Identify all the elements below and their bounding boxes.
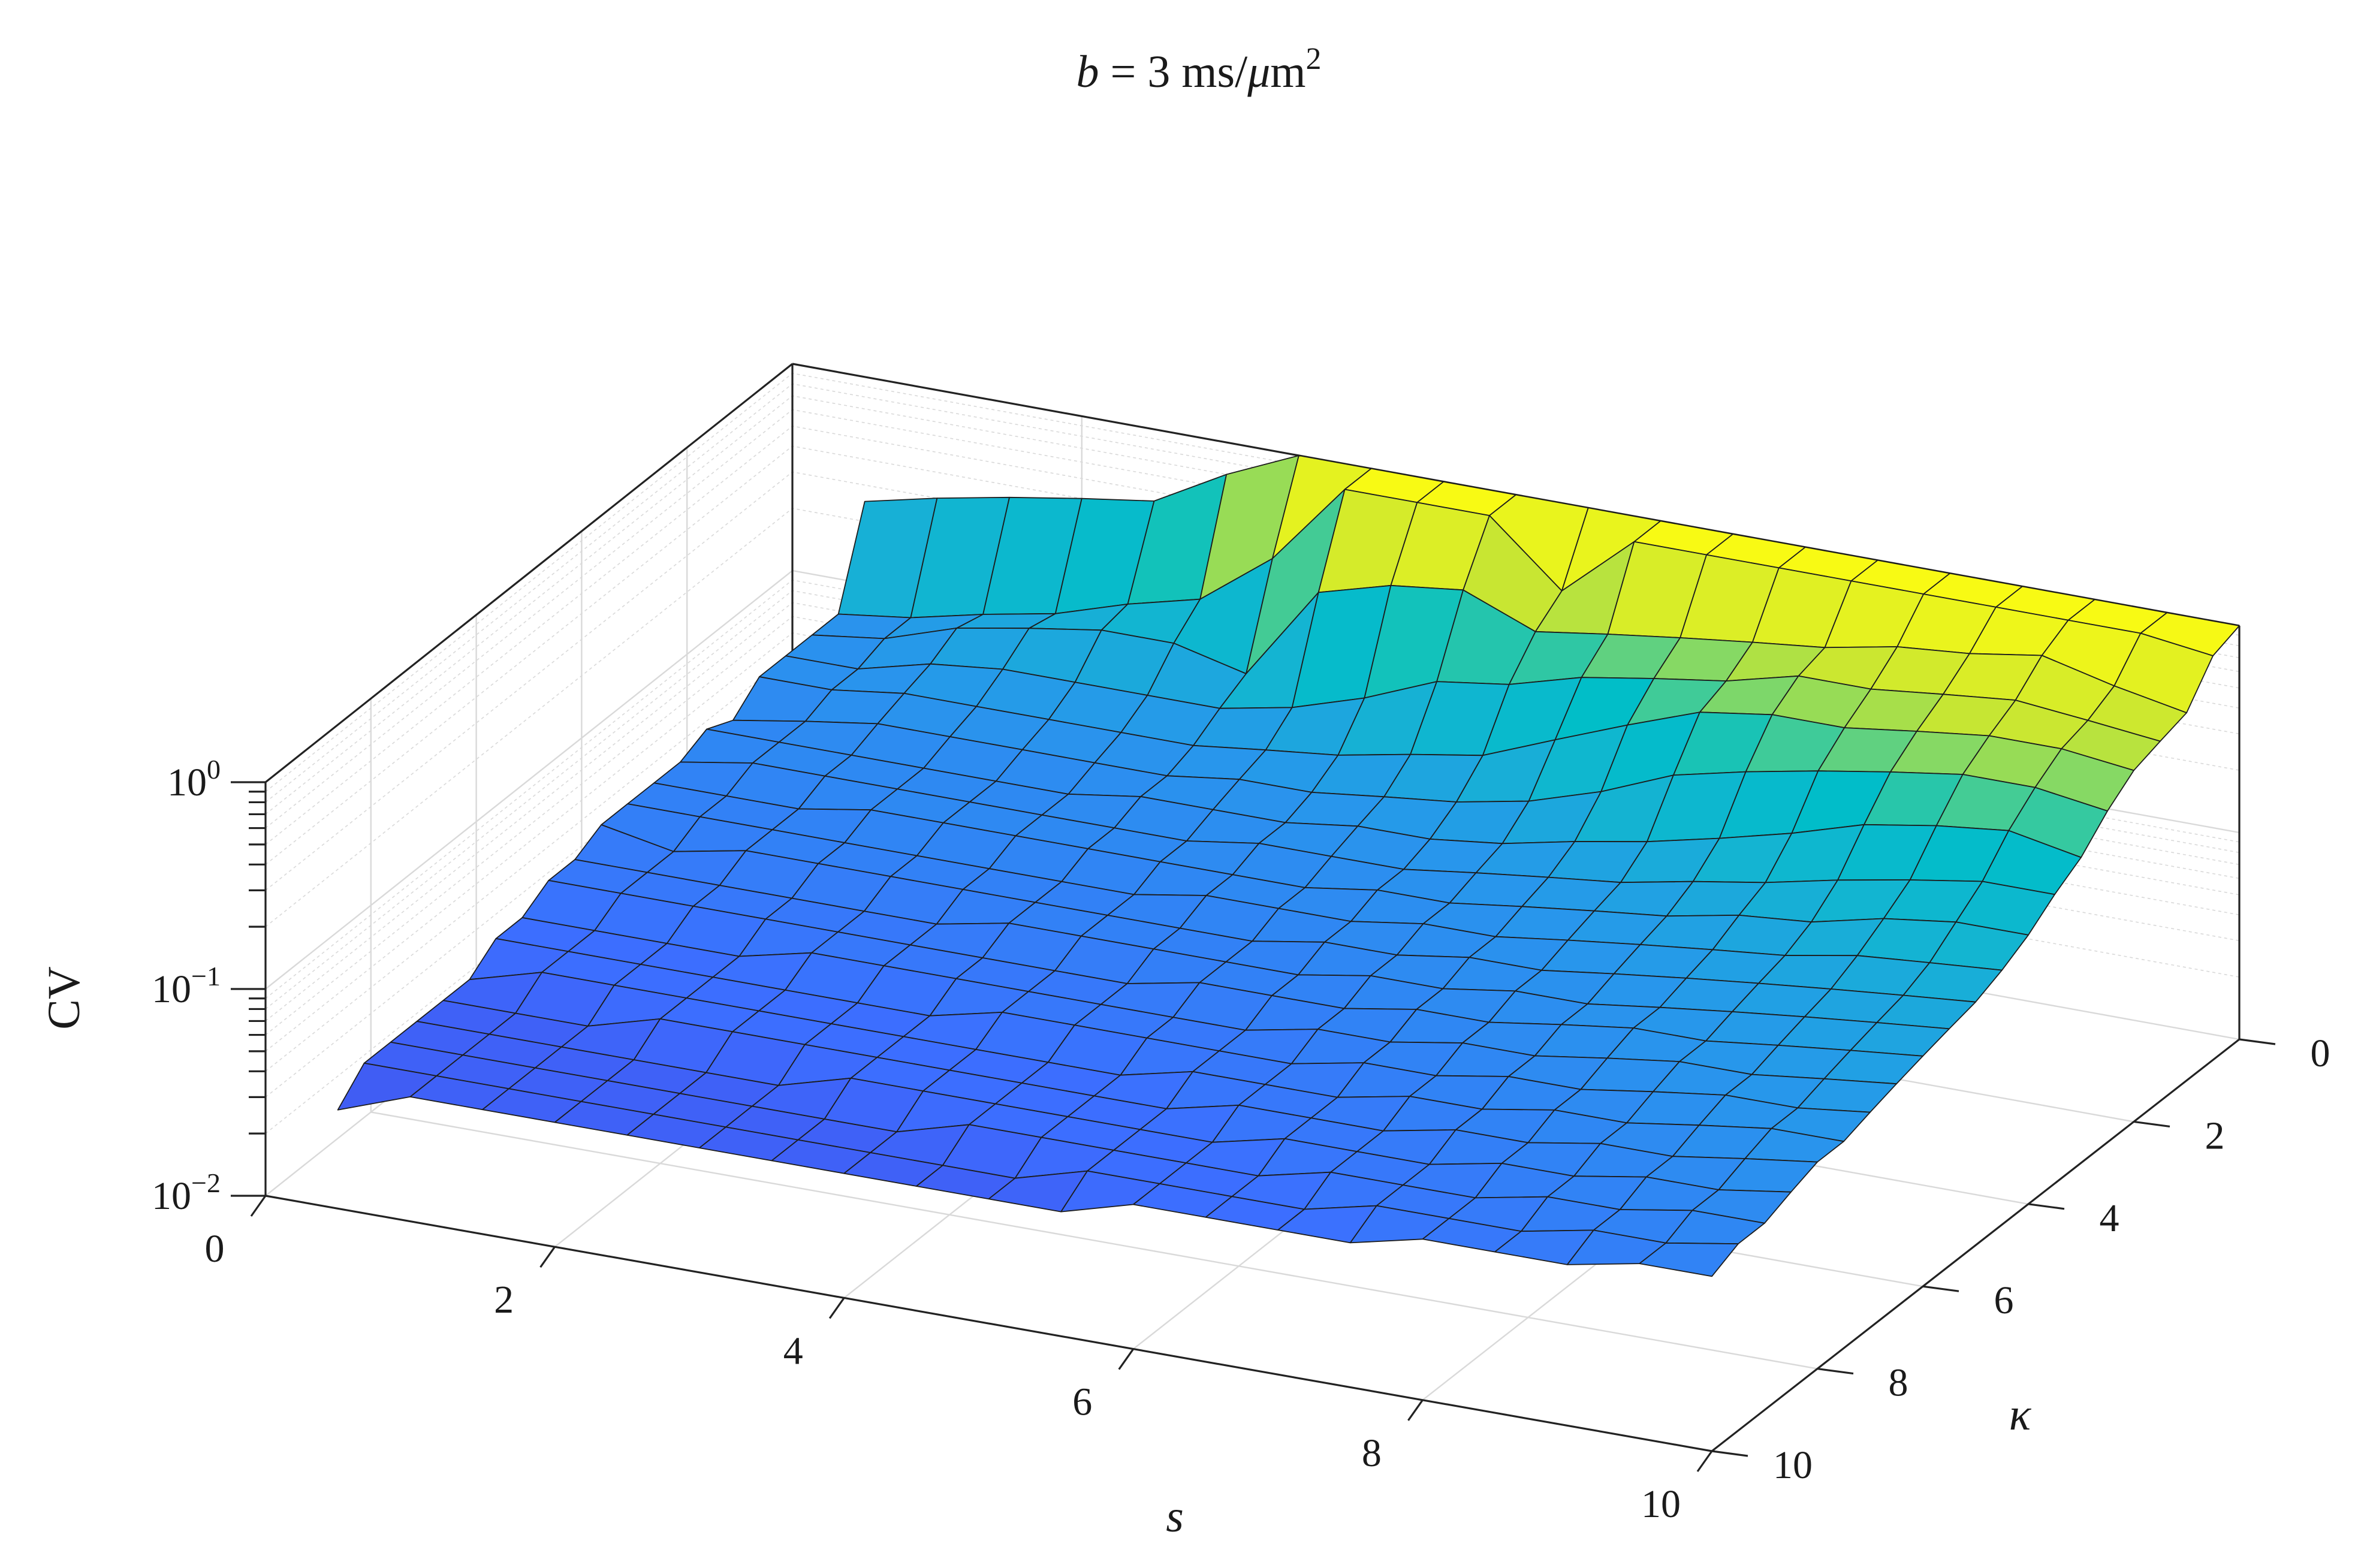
s-tick-label: 10 — [1641, 1482, 1681, 1526]
s-axis-line — [265, 1195, 1712, 1452]
kappa-tick-label: 0 — [2311, 1032, 2330, 1075]
s-tick — [828, 1297, 845, 1319]
y-axis-label: κ — [2009, 1389, 2032, 1440]
x-axis-label: s — [1166, 1491, 1184, 1542]
kappa-tick — [2239, 1038, 2276, 1045]
kappa-tick — [1711, 1450, 1748, 1457]
chart-title: b = 3 ms/μm2 — [1077, 42, 1322, 97]
kappa-axis-line — [1711, 1038, 2240, 1452]
s-tick — [250, 1195, 267, 1217]
kappa-tick-label: 6 — [1994, 1278, 2014, 1322]
s-tick — [1118, 1348, 1135, 1370]
s-tick-label: 0 — [205, 1227, 225, 1271]
kappa-tick-label: 2 — [2205, 1114, 2225, 1157]
s-tick-label: 8 — [1362, 1431, 1382, 1475]
box-top-left-edge — [265, 363, 793, 783]
kappa-tick — [1922, 1285, 1959, 1292]
s-tick-label: 2 — [494, 1278, 514, 1322]
s-tick-label: 4 — [783, 1329, 803, 1373]
s-tick — [1407, 1399, 1424, 1421]
z-axis-label: CV — [39, 966, 89, 1030]
kappa-tick — [2133, 1120, 2170, 1127]
kappa-tick-label: 10 — [1773, 1443, 1813, 1487]
kappa-floor-gridline — [370, 1111, 1818, 1370]
s-tick — [539, 1246, 556, 1268]
s-tick-label: 6 — [1072, 1380, 1092, 1424]
z-tick-label: 100 — [167, 754, 221, 804]
kappa-tick-label: 4 — [2100, 1196, 2119, 1240]
surface-layer — [337, 455, 2240, 1277]
kappa-tick-label: 8 — [1889, 1361, 1908, 1405]
z-tick-label: 10−2 — [152, 1168, 221, 1218]
kappa-tick — [1817, 1368, 1854, 1375]
s-tick — [1696, 1451, 1713, 1472]
kappa-tick — [2028, 1203, 2065, 1210]
surface-facet — [1639, 1242, 1739, 1277]
z-tick-label: 10−1 — [152, 961, 221, 1011]
